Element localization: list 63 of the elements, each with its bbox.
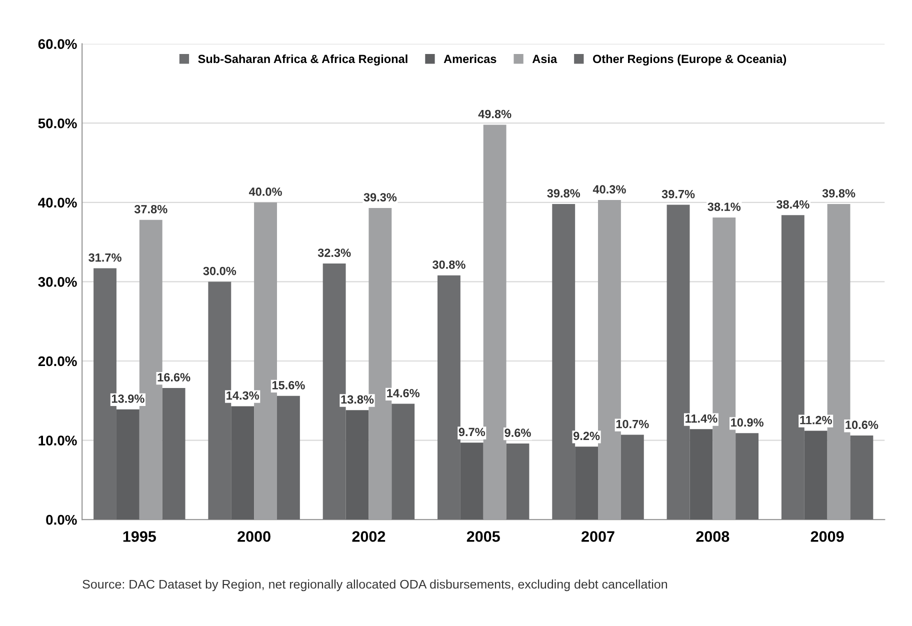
data-label: 40.0% [248, 188, 282, 196]
bar [552, 204, 576, 520]
data-label: 10.6% [846, 420, 878, 430]
x-tick-label: 2008 [696, 531, 730, 542]
legend-label: Asia [532, 54, 558, 64]
bar [620, 434, 644, 520]
data-label: 30.8% [432, 260, 466, 269]
bar [575, 446, 598, 520]
data-label: 10.9% [731, 418, 764, 427]
data-label: 30.0% [203, 266, 236, 276]
data-label: 38.1% [708, 202, 741, 211]
bar [460, 442, 484, 520]
bar [346, 410, 369, 520]
y-tick-label: 0.0% [46, 514, 77, 525]
data-label: 9.7% [458, 428, 486, 436]
data-label: 15.6% [272, 381, 305, 390]
data-label: 9.6% [504, 428, 531, 437]
data-label: 11.4% [686, 414, 718, 423]
data-label: 32.3% [318, 248, 351, 257]
bar [231, 406, 254, 520]
data-label: 37.8% [134, 204, 168, 214]
data-label: 49.8% [478, 110, 512, 118]
bar [804, 430, 828, 520]
data-label: 13.8% [341, 395, 374, 404]
y-tick-label: 20.0% [38, 356, 77, 366]
data-label: 11.2% [800, 416, 832, 424]
data-label: 10.7% [616, 420, 649, 428]
data-label: 14.6% [387, 388, 420, 398]
bar [162, 388, 186, 520]
legend-label: Sub-Saharan Africa & Africa Regional [198, 54, 408, 66]
x-tick-label: 2007 [582, 531, 614, 542]
y-tick-label: 30.0% [38, 277, 77, 287]
data-label: 39.7% [662, 190, 695, 198]
legend-label: Other Regions (Europe & Oceania) [592, 54, 786, 66]
y-tick-label: 40.0% [38, 198, 77, 208]
data-label: 39.3% [364, 193, 397, 202]
data-label: 39.8% [547, 189, 580, 198]
x-tick-label: 2002 [352, 531, 386, 542]
bar [850, 436, 874, 520]
x-tick-label: 2009 [810, 531, 844, 542]
legend-label: Americas [444, 54, 496, 64]
x-tick-label: 1995 [123, 531, 156, 542]
x-tick-label: 2005 [466, 531, 500, 542]
data-label: 40.3% [592, 185, 626, 194]
bar [506, 443, 530, 520]
bar [276, 396, 300, 520]
bar [736, 433, 759, 520]
data-label: 31.7% [88, 253, 122, 262]
data-label: 38.4% [776, 200, 810, 209]
y-tick-label: 10.0% [38, 436, 77, 446]
bar [690, 429, 713, 520]
data-label: 16.6% [158, 373, 190, 382]
bar [116, 409, 140, 520]
bar [392, 404, 415, 520]
x-tick-label: 2000 [238, 531, 270, 542]
y-tick-label: 60.0% [38, 39, 77, 49]
bar [438, 275, 460, 520]
data-label: 9.2% [574, 432, 600, 440]
data-label: 14.3% [226, 391, 260, 400]
source-note: Source: DAC Dataset by Region, net regionally allocated ODA disbursements, excluding debt cancellation [82, 579, 668, 592]
data-label: 13.9% [112, 394, 144, 403]
y-tick-label: 50.0% [38, 118, 77, 128]
data-label: 39.8% [822, 189, 856, 198]
